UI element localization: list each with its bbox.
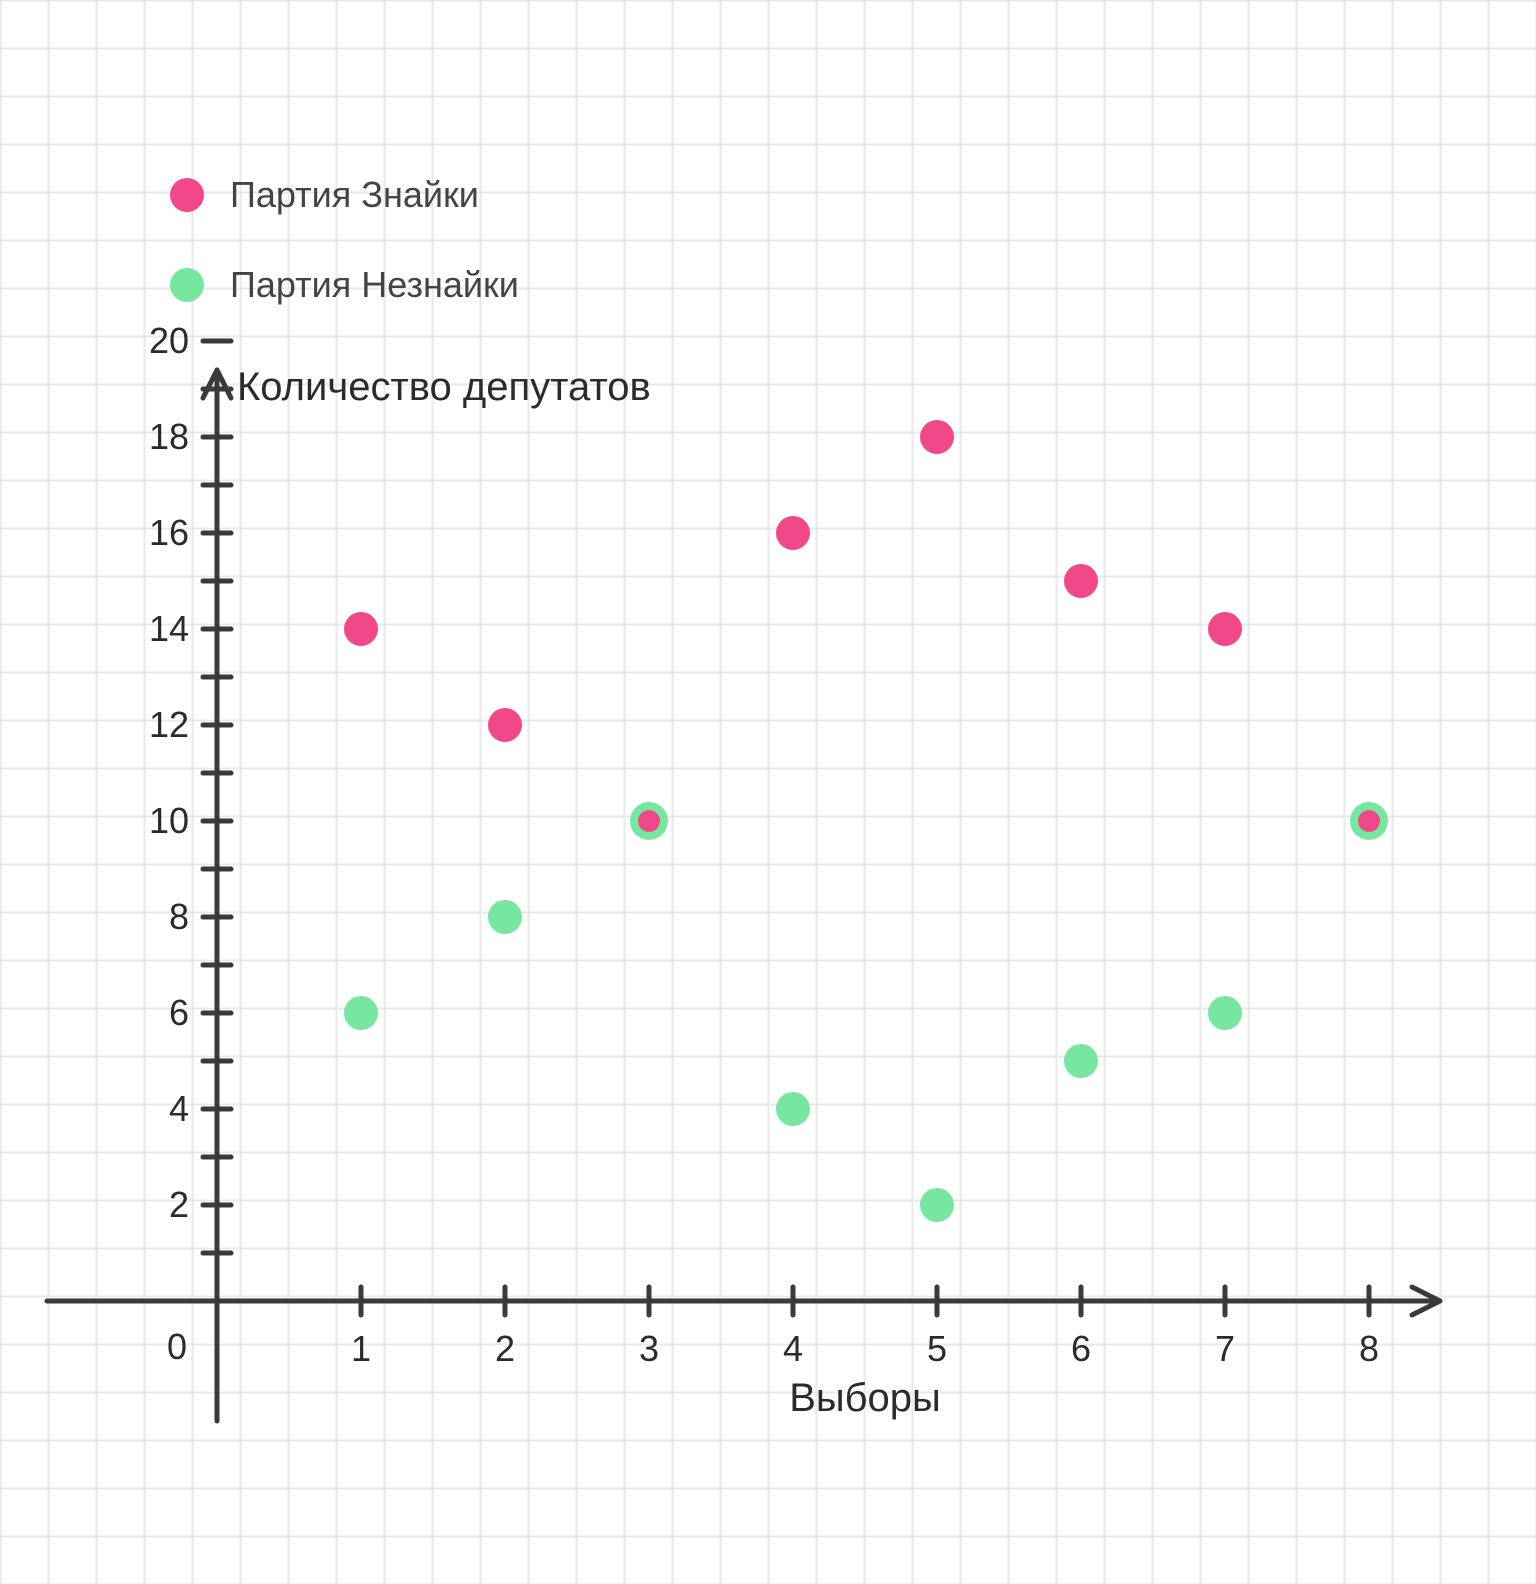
svg-text:7: 7: [1215, 1328, 1235, 1369]
svg-text:3: 3: [639, 1328, 659, 1369]
point-neznaika: [1208, 996, 1242, 1030]
svg-text:8: 8: [1359, 1328, 1379, 1369]
point-znaika: [1208, 612, 1242, 646]
svg-text:2: 2: [495, 1328, 515, 1369]
svg-text:12: 12: [149, 704, 189, 745]
svg-text:18: 18: [149, 416, 189, 457]
point-overlap-inner: [1358, 810, 1380, 832]
svg-text:6: 6: [169, 992, 189, 1033]
svg-text:6: 6: [1071, 1328, 1091, 1369]
point-neznaika: [920, 1188, 954, 1222]
svg-text:4: 4: [783, 1328, 803, 1369]
point-overlap-inner: [638, 810, 660, 832]
svg-text:5: 5: [927, 1328, 947, 1369]
point-neznaika: [344, 996, 378, 1030]
point-neznaika: [776, 1092, 810, 1126]
svg-text:10: 10: [149, 800, 189, 841]
point-znaika: [776, 516, 810, 550]
point-znaika: [344, 612, 378, 646]
svg-text:Количество депутатов: Количество депутатов: [237, 365, 651, 409]
point-neznaika: [488, 900, 522, 934]
point-znaika: [1064, 564, 1098, 598]
svg-text:14: 14: [149, 608, 189, 649]
svg-text:2: 2: [169, 1184, 189, 1225]
svg-text:4: 4: [169, 1088, 189, 1129]
svg-text:Выборы: Выборы: [789, 1376, 941, 1420]
point-neznaika: [1064, 1044, 1098, 1078]
point-znaika: [920, 420, 954, 454]
chart-canvas: Партия Знайки Партия Незнайки 2468101214…: [0, 0, 1536, 1584]
point-znaika: [488, 708, 522, 742]
svg-text:20: 20: [149, 320, 189, 361]
svg-text:16: 16: [149, 512, 189, 553]
svg-text:8: 8: [169, 896, 189, 937]
svg-text:1: 1: [351, 1328, 371, 1369]
svg-text:0: 0: [167, 1326, 187, 1367]
chart-svg: 2468101214161820123456780Количество депу…: [0, 0, 1536, 1584]
